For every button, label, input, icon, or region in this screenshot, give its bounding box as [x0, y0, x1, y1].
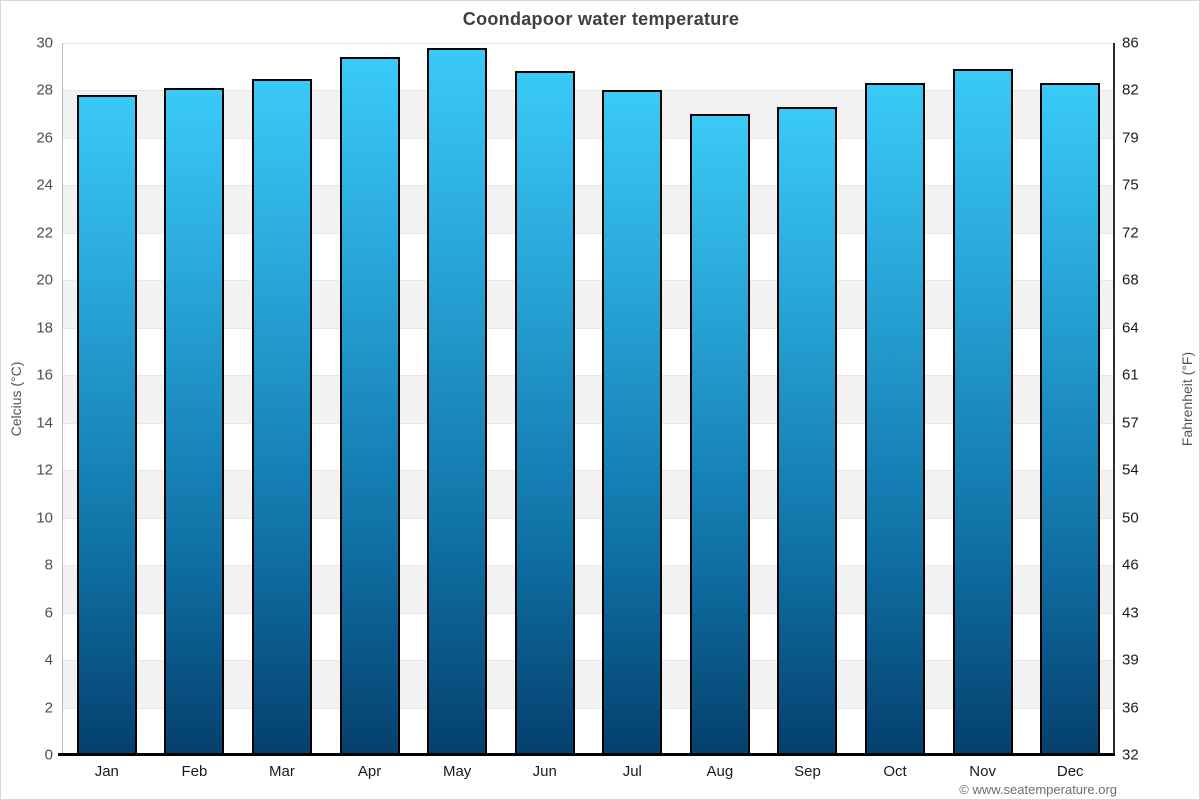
- gridline: [63, 707, 1114, 709]
- gridline: [63, 90, 1114, 92]
- fahrenheit-tick-label: 82: [1122, 81, 1139, 99]
- month-label-jul: Jul: [622, 763, 642, 780]
- celsius-tick-label: 6: [44, 604, 53, 622]
- gridline: [63, 660, 1114, 662]
- y-axis-title-celsius: Celcius (°C): [8, 361, 24, 437]
- y-axis-line-celsius: [62, 43, 63, 755]
- fahrenheit-tick-label: 50: [1122, 509, 1139, 527]
- celsius-tick-label: 2: [44, 699, 53, 717]
- gridline: [63, 43, 1114, 44]
- grid-band: [63, 232, 1114, 281]
- celsius-tick-label: 16: [36, 366, 53, 384]
- bar-feb: [164, 88, 225, 755]
- month-label-sep: Sep: [794, 763, 821, 780]
- fahrenheit-tick-label: 64: [1122, 319, 1139, 337]
- fahrenheit-tick-label: 32: [1122, 746, 1139, 764]
- fahrenheit-tick-label: 36: [1122, 699, 1139, 717]
- fahrenheit-tick-label: 86: [1122, 34, 1139, 52]
- bar-nov: [952, 69, 1013, 755]
- bar-aug: [689, 114, 750, 755]
- celsius-tick-label: 10: [36, 509, 53, 527]
- grid-band: [63, 422, 1114, 471]
- month-label-feb: Feb: [181, 763, 208, 780]
- month-label-oct: Oct: [883, 763, 907, 780]
- fahrenheit-tick-label: 75: [1122, 176, 1139, 194]
- celsius-tick-label: 14: [36, 414, 53, 432]
- bar-apr: [339, 57, 400, 755]
- celsius-tick-label: 22: [36, 224, 53, 242]
- month-label-jan: Jan: [94, 763, 119, 780]
- month-label-mar: Mar: [269, 763, 295, 780]
- celsius-tick-label: 8: [44, 556, 53, 574]
- grid-band: [63, 707, 1114, 755]
- bar-oct: [865, 83, 926, 755]
- fahrenheit-tick-label: 61: [1122, 366, 1139, 384]
- month-label-aug: Aug: [706, 763, 734, 780]
- grid-band: [63, 185, 1114, 233]
- gridline: [63, 375, 1114, 377]
- gridline: [63, 185, 1114, 187]
- copyright-text: © www.seatemperature.org: [959, 782, 1117, 797]
- gridline: [63, 612, 1114, 614]
- fahrenheit-tick-label: 57: [1122, 414, 1139, 432]
- bar-mar: [251, 78, 312, 755]
- grid-band: [63, 137, 1114, 186]
- bar-jan: [76, 95, 137, 755]
- x-axis-line: [58, 753, 1115, 756]
- grid-band: [63, 517, 1114, 566]
- month-label-jun: Jun: [532, 763, 557, 780]
- grid-band: [63, 280, 1114, 328]
- fahrenheit-tick-label: 54: [1122, 461, 1139, 479]
- fahrenheit-tick-label: 43: [1122, 604, 1139, 622]
- gridline: [63, 565, 1114, 567]
- y-axis-title-fahrenheit: Fahrenheit (°F): [1179, 351, 1195, 447]
- grid-band: [63, 90, 1114, 138]
- gridline: [63, 280, 1114, 282]
- plot-area: [63, 43, 1114, 756]
- bar-sep: [777, 107, 838, 755]
- month-label-dec: Dec: [1056, 763, 1084, 780]
- month-label-apr: Apr: [357, 763, 382, 780]
- fahrenheit-tick-label: 79: [1122, 129, 1139, 147]
- grid-band: [63, 612, 1114, 661]
- gridline: [63, 137, 1114, 139]
- celsius-tick-label: 24: [36, 176, 53, 194]
- bar-may: [427, 47, 488, 755]
- bar-dec: [1040, 83, 1101, 755]
- fahrenheit-tick-label: 68: [1122, 271, 1139, 289]
- grid-band: [63, 327, 1114, 376]
- gridline: [63, 232, 1114, 234]
- y-axis-line-fahrenheit: [1113, 43, 1115, 755]
- gridline: [63, 422, 1114, 424]
- celsius-tick-label: 30: [36, 34, 53, 52]
- celsius-tick-label: 4: [44, 651, 53, 669]
- bar-jun: [514, 71, 575, 755]
- grid-band: [63, 565, 1114, 613]
- celsius-tick-label: 20: [36, 271, 53, 289]
- grid-band: [63, 470, 1114, 518]
- fahrenheit-tick-label: 72: [1122, 224, 1139, 242]
- gridline: [63, 517, 1114, 519]
- fahrenheit-tick-label: 46: [1122, 556, 1139, 574]
- month-label-nov: Nov: [969, 763, 996, 780]
- gridline: [63, 327, 1114, 329]
- celsius-tick-label: 0: [44, 746, 53, 764]
- chart-title: Coondapoor water temperature: [462, 9, 740, 29]
- celsius-tick-label: 12: [36, 461, 53, 479]
- grid-band: [63, 43, 1114, 91]
- celsius-tick-label: 28: [36, 81, 53, 99]
- celsius-tick-label: 18: [36, 319, 53, 337]
- gridline: [63, 470, 1114, 472]
- fahrenheit-tick-label: 39: [1122, 651, 1139, 669]
- grid-band: [63, 660, 1114, 708]
- month-label-may: May: [442, 763, 472, 780]
- celsius-tick-label: 26: [36, 129, 53, 147]
- grid-band: [63, 375, 1114, 423]
- bar-jul: [602, 90, 663, 755]
